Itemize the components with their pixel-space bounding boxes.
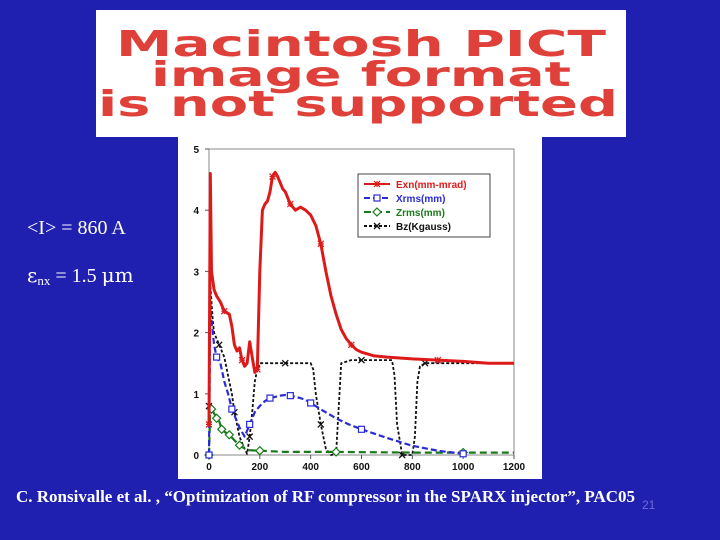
series-marker-1	[246, 420, 254, 428]
series-marker-2	[234, 440, 245, 451]
series-marker-3	[421, 359, 429, 367]
citation-text: C. Ronsivalle et al. , “Optimization of …	[16, 487, 636, 506]
series-marker-0	[286, 200, 294, 208]
emittance-unit: μm	[101, 263, 134, 287]
series-marker-0	[317, 240, 325, 248]
emittance-subscript: nx	[37, 273, 51, 288]
y-tick-label: 1	[193, 390, 199, 401]
placeholder-line-3: is not supported	[98, 84, 618, 125]
legend-entry: Bz(Kgauss)	[396, 222, 451, 233]
x-tick-label: 400	[302, 462, 319, 473]
x-tick-label: 200	[251, 462, 268, 473]
x-tick-label: 1000	[452, 462, 475, 473]
series-marker-3	[215, 341, 223, 349]
slide-number: 21	[642, 498, 656, 512]
series-line-3	[208, 282, 514, 456]
series-marker-1	[213, 353, 221, 361]
series-marker-1	[459, 450, 467, 458]
y-tick-label: 0	[193, 451, 199, 462]
series-marker-3	[281, 359, 289, 367]
legend-marker	[372, 207, 382, 217]
current-symbol: <I>	[27, 217, 57, 239]
series-marker-2	[224, 429, 235, 440]
y-tick-label: 5	[193, 145, 199, 156]
legend-marker	[373, 180, 381, 188]
legend-marker	[373, 222, 381, 230]
series-marker-0	[269, 173, 276, 180]
series-marker-3	[246, 433, 254, 441]
legend-entry: Xrms(mm)	[396, 194, 445, 205]
series-marker-0	[238, 356, 246, 364]
x-tick-label: 1200	[503, 462, 526, 473]
series-marker-1	[357, 425, 366, 433]
series-marker-2	[254, 445, 265, 456]
series-marker-1	[286, 392, 294, 400]
series-marker-1	[266, 394, 274, 402]
y-tick-label: 4	[193, 206, 199, 217]
x-tick-label: 0	[206, 462, 212, 473]
series-marker-2	[331, 447, 341, 457]
series-marker-3	[358, 356, 365, 364]
unsupported-image-placeholder: Macintosh PICT image format is not suppo…	[96, 10, 626, 137]
series-marker-2	[216, 424, 227, 435]
placeholder-line-1: Macintosh PICT	[116, 24, 607, 65]
emittance-chart: 0 200 400 600 800 1000 1200 0 1 2 3 4 5 Exn(mm-mrad) X…	[178, 137, 542, 479]
series-marker-0	[347, 341, 355, 349]
series-marker-1	[228, 405, 236, 413]
legend-entry: Zrms(mm)	[396, 208, 445, 219]
series-marker-2	[211, 413, 222, 424]
beam-current-label: <I> = 860 A	[27, 217, 126, 240]
x-tick-label: 800	[404, 462, 421, 473]
chart-canvas: 0 200 400 600 800 1000 1200 0 1 2 3 4 5 Exn(mm-mrad) X…	[193, 145, 526, 473]
series-marker-3	[317, 420, 325, 428]
y-tick-label: 2	[193, 329, 199, 340]
y-tick-label: 3	[193, 267, 199, 278]
x-tick-label: 600	[353, 462, 370, 473]
placeholder-line-2: image format	[151, 55, 571, 95]
series-marker-0	[434, 356, 442, 364]
legend-marker	[373, 194, 381, 202]
unsupported-image-message: Macintosh PICT image format is not suppo…	[98, 24, 618, 125]
series-marker-0	[253, 365, 261, 373]
series-marker-0	[205, 420, 213, 428]
epsilon-symbol: ε	[27, 263, 38, 287]
emittance-label: εnx = 1.5 μm	[27, 263, 134, 289]
series-marker-0	[220, 307, 228, 315]
emittance-value: = 1.5	[50, 265, 102, 287]
legend-entry: Exn(mm-mrad)	[396, 180, 467, 191]
series-line-1	[207, 300, 464, 456]
series-line-2	[207, 404, 514, 456]
current-value: = 860 A	[56, 217, 126, 239]
series-marker-1	[307, 399, 315, 407]
series-marker-1	[205, 451, 213, 459]
